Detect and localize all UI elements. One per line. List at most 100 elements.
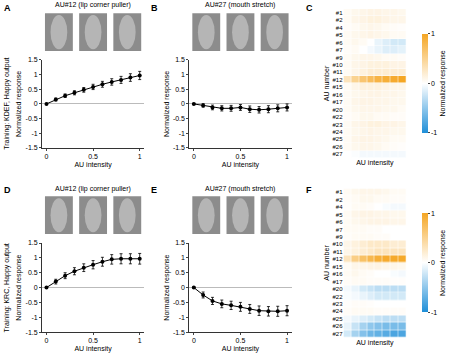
svg-text:0.5: 0.5	[28, 86, 38, 93]
svg-text:-1: -1	[31, 130, 37, 137]
svg-text:B: B	[151, 3, 158, 13]
svg-text:#22: #22	[332, 114, 343, 120]
svg-text:#11: #11	[333, 249, 343, 255]
svg-text:-1.5: -1.5	[173, 329, 185, 336]
svg-text:-1.5: -1.5	[26, 144, 38, 151]
svg-text:AU intensity: AU intensity	[222, 345, 260, 353]
svg-text:#9: #9	[336, 234, 343, 240]
svg-text:-1: -1	[431, 129, 437, 136]
svg-text:0: 0	[181, 100, 185, 107]
svg-text:1: 1	[285, 153, 289, 160]
svg-text:1: 1	[431, 30, 435, 37]
svg-text:#16: #16	[332, 92, 343, 98]
svg-text:0.5: 0.5	[236, 153, 246, 160]
svg-text:#27: #27	[332, 151, 343, 157]
svg-text:#1: #1	[336, 10, 343, 16]
svg-text:0: 0	[192, 153, 196, 160]
svg-text:Normalized response: Normalized response	[439, 50, 447, 116]
svg-text:-1: -1	[179, 314, 185, 321]
svg-text:Training: KDEF, Happy output: Training: KDEF, Happy output	[3, 57, 11, 149]
svg-text:A: A	[4, 3, 11, 13]
svg-text:0.5: 0.5	[175, 269, 185, 276]
svg-text:0: 0	[34, 284, 38, 291]
svg-text:E: E	[151, 185, 157, 195]
svg-text:#24: #24	[332, 308, 343, 314]
svg-text:1: 1	[138, 153, 142, 160]
svg-text:#10: #10	[332, 241, 343, 247]
svg-text:0.5: 0.5	[28, 269, 38, 276]
svg-text:#23: #23	[332, 122, 343, 128]
svg-text:#12: #12	[332, 77, 343, 83]
svg-text:#5: #5	[336, 32, 343, 38]
svg-text:#20: #20	[332, 107, 343, 113]
svg-text:F: F	[306, 185, 312, 195]
svg-text:AU#12 (lip corner puller): AU#12 (lip corner puller)	[55, 1, 131, 9]
svg-text:-1.5: -1.5	[26, 329, 38, 336]
svg-text:Training: KRC, Happy output: Training: KRC, Happy output	[3, 243, 11, 332]
svg-text:-1: -1	[179, 130, 185, 137]
svg-text:#6: #6	[336, 219, 343, 225]
svg-text:1: 1	[181, 71, 185, 78]
svg-text:0: 0	[34, 100, 38, 107]
svg-text:Normalized response: Normalized response	[16, 254, 24, 320]
svg-text:#11: #11	[333, 69, 343, 75]
svg-text:1: 1	[138, 337, 142, 344]
svg-text:-0.5: -0.5	[173, 115, 185, 122]
svg-text:C: C	[306, 3, 313, 13]
svg-text:#24: #24	[332, 129, 343, 135]
svg-text:#4: #4	[336, 204, 343, 210]
svg-text:#26: #26	[332, 144, 343, 150]
svg-text:#27: #27	[332, 331, 343, 337]
svg-text:Normalized response: Normalized response	[16, 71, 24, 137]
svg-text:-0.5: -0.5	[173, 299, 185, 306]
svg-text:#1: #1	[336, 189, 343, 195]
svg-text:#4: #4	[336, 25, 343, 31]
svg-text:#15: #15	[332, 84, 343, 90]
svg-text:AU number: AU number	[323, 65, 330, 101]
svg-text:#17: #17	[332, 279, 343, 285]
svg-text:#23: #23	[332, 301, 343, 307]
svg-text:1: 1	[181, 254, 185, 261]
svg-text:AU#27 (mouth stretch): AU#27 (mouth stretch)	[205, 1, 275, 9]
svg-text:0: 0	[181, 284, 185, 291]
svg-text:-0.5: -0.5	[26, 299, 38, 306]
svg-text:#10: #10	[332, 62, 343, 68]
svg-text:AU intensity: AU intensity	[222, 161, 260, 169]
svg-text:AU intensity: AU intensity	[356, 339, 394, 347]
svg-text:-1: -1	[31, 314, 37, 321]
svg-text:1: 1	[431, 210, 435, 217]
svg-text:D: D	[4, 185, 11, 195]
svg-text:#17: #17	[332, 99, 343, 105]
svg-text:#7: #7	[336, 47, 343, 53]
svg-text:1: 1	[34, 254, 38, 261]
svg-text:#12: #12	[332, 256, 343, 262]
svg-text:1.5: 1.5	[175, 239, 185, 246]
svg-text:1.5: 1.5	[28, 56, 38, 63]
svg-text:-0.5: -0.5	[26, 115, 38, 122]
svg-text:0: 0	[45, 337, 49, 344]
svg-text:0.5: 0.5	[88, 153, 98, 160]
svg-text:AU#27 (mouth stretch): AU#27 (mouth stretch)	[205, 185, 275, 193]
svg-text:#26: #26	[332, 323, 343, 329]
svg-text:-1.5: -1.5	[173, 144, 185, 151]
svg-text:#22: #22	[332, 294, 343, 300]
svg-text:AU intensity: AU intensity	[356, 159, 394, 167]
svg-text:-1: -1	[431, 309, 437, 316]
svg-text:#2: #2	[336, 197, 343, 203]
svg-text:0.5: 0.5	[88, 337, 98, 344]
svg-text:0.5: 0.5	[236, 337, 246, 344]
svg-text:AU intensity: AU intensity	[74, 161, 112, 169]
svg-text:0: 0	[45, 153, 49, 160]
svg-text:1: 1	[285, 337, 289, 344]
svg-text:#15: #15	[332, 264, 343, 270]
svg-text:Normalized response: Normalized response	[163, 254, 171, 320]
svg-text:0: 0	[431, 80, 435, 87]
svg-text:AU number: AU number	[323, 245, 330, 281]
svg-text:0: 0	[192, 337, 196, 344]
svg-text:#20: #20	[332, 286, 343, 292]
svg-text:AU#12 (lip corner puller): AU#12 (lip corner puller)	[55, 185, 131, 193]
svg-text:#6: #6	[336, 40, 343, 46]
svg-text:Normalized response: Normalized response	[439, 230, 447, 296]
svg-text:1.5: 1.5	[175, 56, 185, 63]
svg-text:0: 0	[431, 259, 435, 266]
